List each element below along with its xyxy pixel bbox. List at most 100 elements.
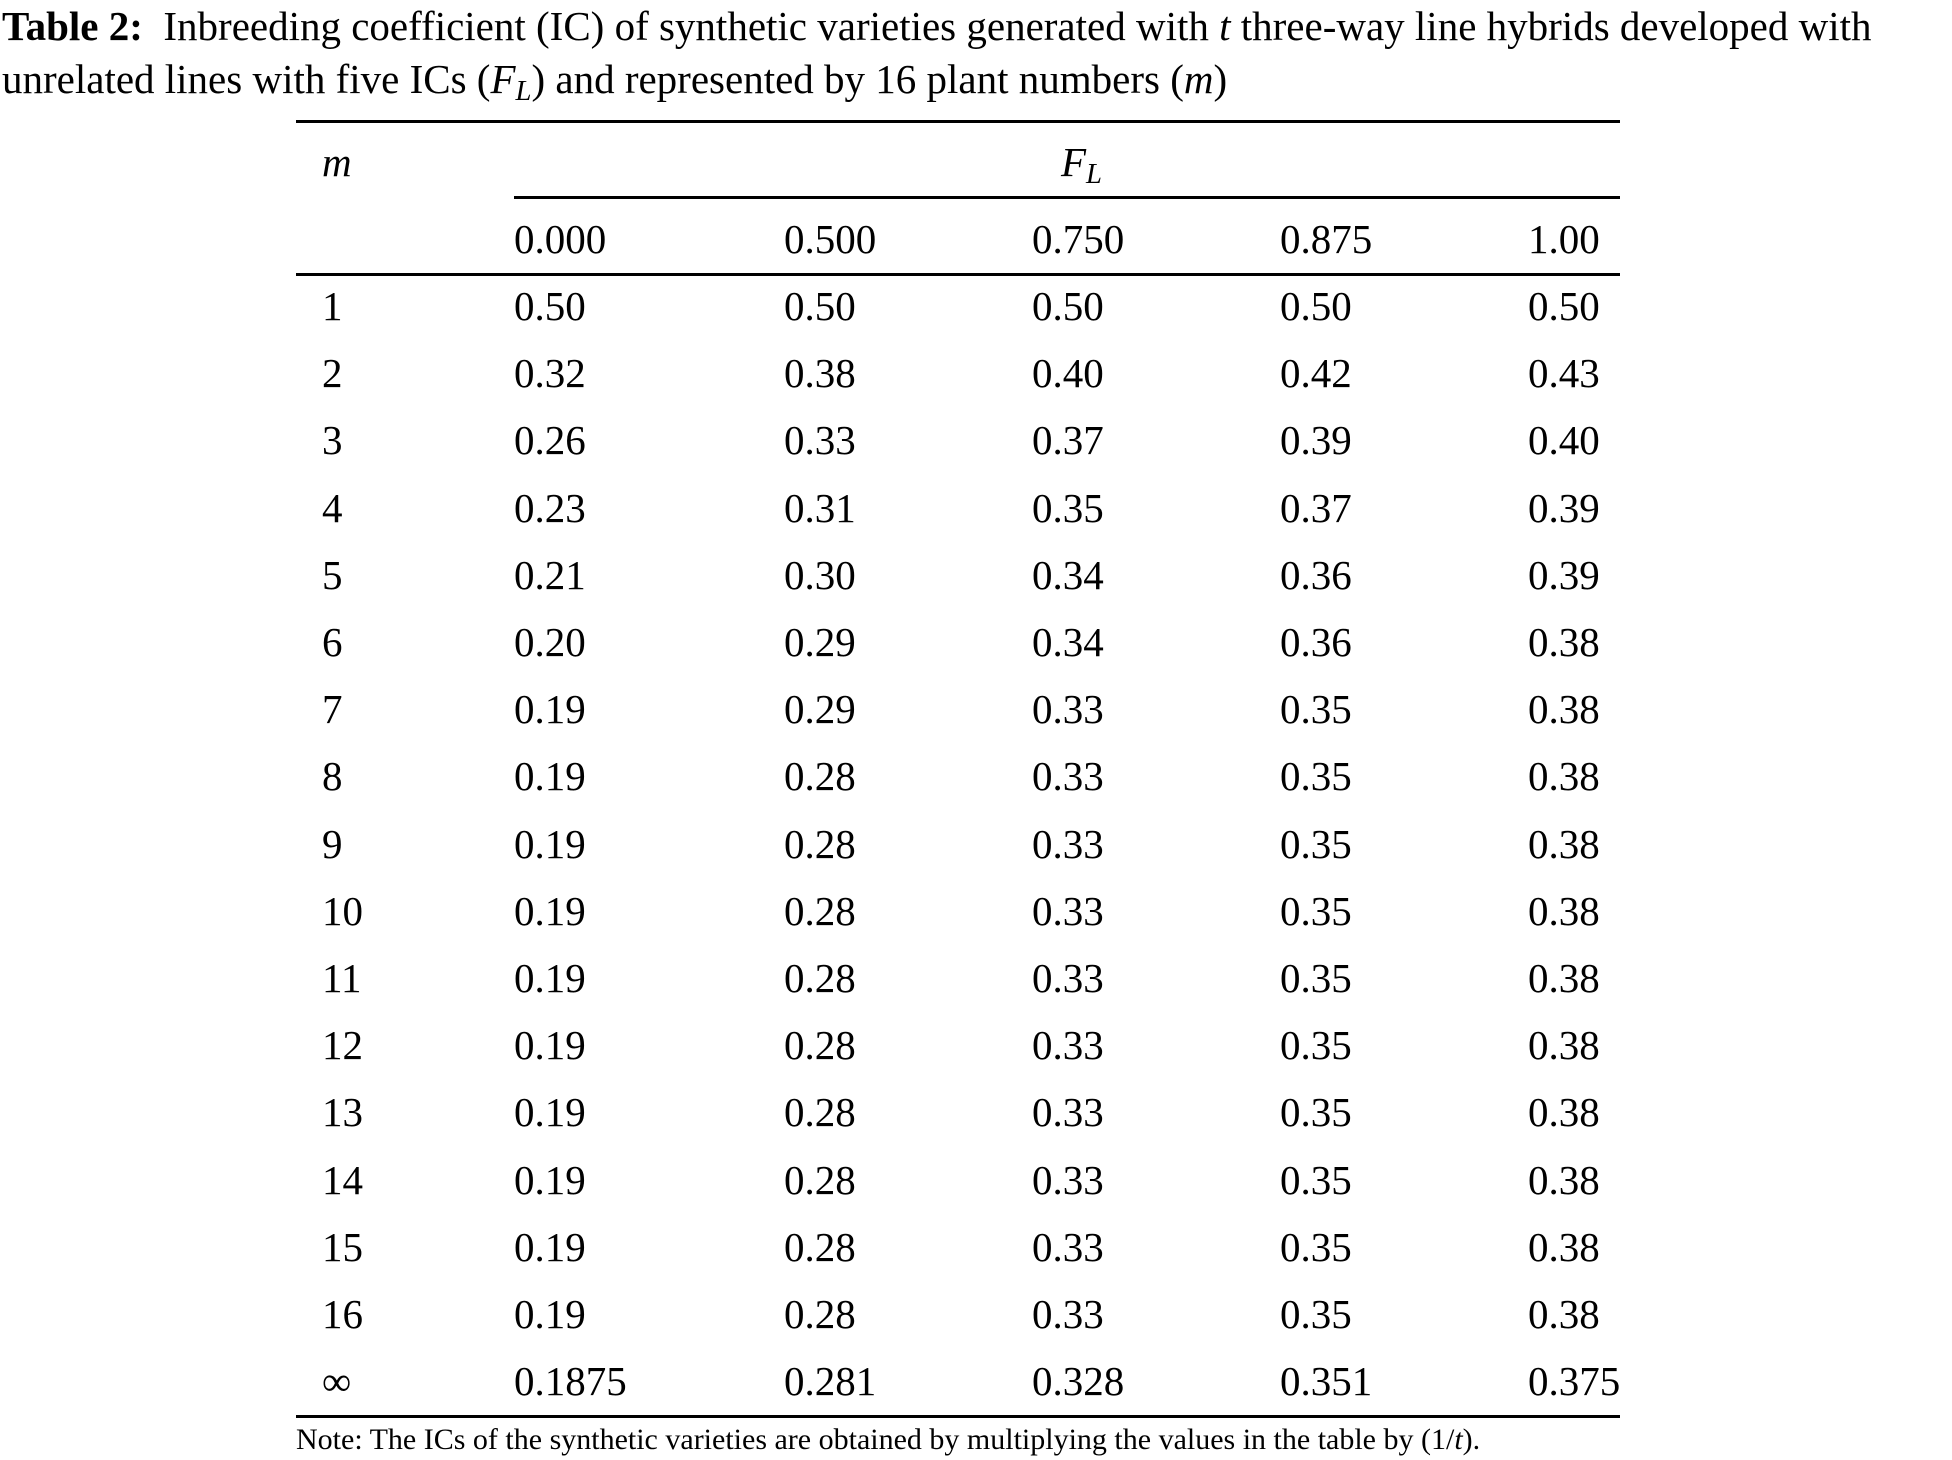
caption-text-4: ) [1213, 56, 1228, 102]
table-caption: Table 2: Inbreeding coefficient (IC) of … [2, 0, 1950, 118]
table-cell: 0.35 [1032, 484, 1104, 531]
table-cell: 0.28 [784, 955, 856, 1001]
table-cell: 0.28 [784, 753, 856, 800]
table-cell: 0.19 [514, 686, 586, 733]
table-cell: 0.34 [1032, 551, 1104, 598]
table-cell: 0.19 [514, 1291, 586, 1337]
table-cell: 0.50 [1528, 283, 1600, 329]
table-cell: 0.37 [1032, 417, 1104, 464]
table-cell: 0.50 [784, 283, 856, 329]
table-cell: 0.36 [1280, 619, 1352, 665]
table-cell: 0.35 [1280, 686, 1352, 733]
table-cell: 0.39 [1280, 417, 1352, 464]
table-cell: 0.39 [1528, 551, 1600, 598]
row-label-m: 11 [322, 955, 362, 1001]
table-cell: 0.19 [514, 1156, 586, 1203]
table-cell: 0.33 [784, 417, 856, 464]
table-cell: 0.43 [1528, 350, 1600, 397]
table-cell: 0.28 [784, 1223, 856, 1270]
table-cell: 0.33 [1032, 820, 1104, 867]
table-cell: 0.19 [514, 820, 586, 867]
table-cell: 0.28 [784, 820, 856, 867]
column-header: 0.750 [1032, 216, 1125, 262]
table-cell: 0.19 [514, 1022, 586, 1069]
group-header-fl: FL [1061, 139, 1103, 191]
table-cell: 0.26 [514, 417, 586, 464]
table-cell: 0.42 [1280, 350, 1352, 397]
header-bottom-rule [296, 273, 1620, 276]
row-label-m: 3 [322, 417, 343, 464]
row-label-m: 14 [322, 1156, 363, 1203]
group-header-rule [514, 196, 1620, 199]
table-cell: 0.28 [784, 1156, 856, 1203]
table-cell: 0.40 [1528, 417, 1600, 464]
table-cell: 0.34 [1032, 619, 1104, 665]
table-cell: 0.33 [1032, 955, 1104, 1001]
column-header: 0.500 [784, 216, 877, 262]
table-cell: 0.29 [784, 619, 856, 665]
table-cell: 0.19 [514, 1089, 586, 1136]
caption-text-3: ) and represented by 16 plant numbers ( [531, 56, 1184, 102]
table-cell: 0.19 [514, 753, 586, 800]
table-cell: 0.33 [1032, 1156, 1104, 1203]
table-cell: 0.328 [1032, 1358, 1125, 1405]
table-cell: 0.29 [784, 686, 856, 733]
table-cell: 0.28 [784, 1291, 856, 1337]
table-cell: 0.23 [514, 484, 586, 531]
row-label-m: 1 [322, 283, 343, 329]
row-label-m: 2 [322, 350, 343, 397]
column-header: 0.000 [514, 216, 607, 262]
table-cell: 0.38 [1528, 686, 1600, 733]
row-label-m: 8 [322, 753, 343, 800]
row-label-m: 5 [322, 551, 343, 598]
table-cell: 0.351 [1280, 1358, 1373, 1405]
table-cell: 0.36 [1280, 551, 1352, 598]
caption-text-1: Inbreeding coefficient (IC) of synthetic… [163, 3, 1209, 49]
bottom-rule [296, 1415, 1620, 1418]
table-cell: 0.37 [1280, 484, 1352, 531]
table-cell: 0.39 [1528, 484, 1600, 531]
row-label-m: 12 [322, 1022, 363, 1069]
row-label-m: 6 [322, 619, 343, 665]
column-header: 1.00 [1528, 216, 1600, 262]
table-cell: 0.32 [514, 350, 586, 397]
table-cell: 0.19 [514, 955, 586, 1001]
row-label-m: 16 [322, 1291, 363, 1337]
table-cell: 0.35 [1280, 1089, 1352, 1136]
table-cell: 0.38 [1528, 1156, 1600, 1203]
table-cell: 0.33 [1032, 1291, 1104, 1337]
column-header: 0.875 [1280, 216, 1373, 262]
table-cell: 0.33 [1032, 753, 1104, 800]
table-cell: 0.33 [1032, 1223, 1104, 1270]
table-cell: 0.33 [1032, 1022, 1104, 1069]
table-cell: 0.28 [784, 1089, 856, 1136]
table-cell: 0.35 [1280, 955, 1352, 1001]
table-cell: 0.375 [1528, 1358, 1621, 1405]
table-cell: 0.35 [1280, 820, 1352, 867]
row-header-m: m [322, 139, 352, 185]
row-label-m: 7 [322, 686, 343, 733]
table-cell: 0.35 [1280, 1223, 1352, 1270]
table-cell: 0.28 [784, 1022, 856, 1069]
table-cell: 0.35 [1280, 1156, 1352, 1203]
table-cell: 0.50 [1032, 283, 1104, 329]
table-cell: 0.33 [1032, 1089, 1104, 1136]
table-cell: 0.31 [784, 484, 856, 531]
table-cell: 0.38 [1528, 955, 1600, 1001]
table-cell: 0.50 [514, 283, 586, 329]
table-cell: 0.35 [1280, 753, 1352, 800]
table-cell: 0.35 [1280, 1022, 1352, 1069]
table-cell: 0.38 [1528, 619, 1600, 665]
row-label-m: 13 [322, 1089, 363, 1136]
table-cell: 0.35 [1280, 1291, 1352, 1337]
table-cell: 0.40 [1032, 350, 1104, 397]
table-cell: 0.38 [1528, 753, 1600, 800]
row-label-m: 10 [322, 887, 363, 934]
table-cell: 0.19 [514, 887, 586, 934]
table-cell: 0.30 [784, 551, 856, 598]
table-cell: 0.38 [1528, 1223, 1600, 1270]
caption-m-symbol: m [1183, 56, 1214, 102]
caption-text-2: three-way line hybrids developed with un… [2, 3, 1872, 102]
top-rule [296, 120, 1620, 123]
row-label-m: 15 [322, 1223, 363, 1270]
